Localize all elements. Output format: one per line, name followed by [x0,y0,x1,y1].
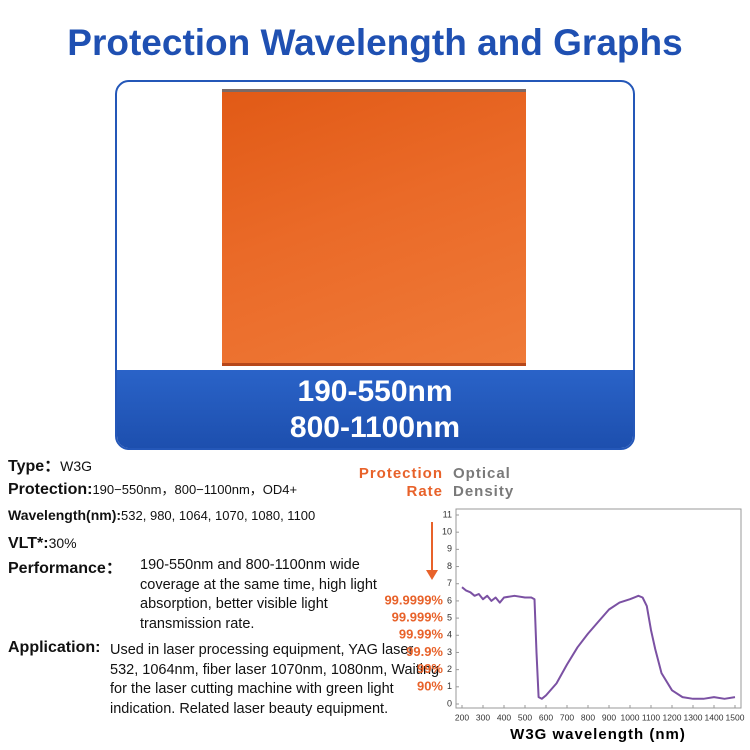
spec-label: Performance： [8,560,122,577]
x-tick-label: 1500 [726,712,745,722]
spec-label: Application: [8,639,101,656]
y-tick-label: 2 [447,664,452,674]
spec-value: 532, 980, 1064, 1070, 1080, 1100 [121,508,316,523]
y2-tick-label: 90% [417,678,443,693]
x-tick-label: 1200 [663,712,682,722]
spec-value: 30% [48,535,77,551]
y2-tick-label: 99.9% [406,644,443,659]
x-tick-label: 400 [497,712,511,722]
range-text: 800-1100nm [289,411,461,444]
y-tick-label: 1 [447,681,452,691]
x-axis-title: W3G wavelength (nm) [510,726,686,743]
spec-label-row: Performance： [8,554,122,578]
x-tick-label: 1000 [621,712,640,722]
product-panel: 190-550nm 800-1100nm [115,80,635,450]
arrow-head [426,570,438,580]
x-tick-label: 700 [560,712,574,722]
y-tick-label: 9 [447,544,452,554]
y-tick-label: 4 [447,630,452,640]
range-band: 190-550nm 800-1100nm [117,370,633,448]
spec-value: 190−550nm，800−1100nm，OD4+ [92,482,298,497]
spec-row: Protection:190−550nm，800−1100nm，OD4+ [8,479,297,499]
y2-tick-label: 99% [417,661,443,676]
spec-value: Used in laser processing equipment, YAG … [110,642,440,717]
y-tick-label: 8 [447,561,452,571]
spec-label: VLT*: [8,535,49,552]
y-axis-title: Optical Density [453,465,515,500]
x-tick-label: 1400 [705,712,724,722]
y-tick-label: 3 [447,647,452,657]
data-line [461,586,736,700]
x-tick-label: 1100 [642,712,661,722]
spec-label: Protection: [8,481,93,498]
y-tick-label: 11 [443,509,452,519]
x-tick-label: 800 [581,712,595,722]
x-tick-label: 300 [476,712,490,722]
spec-row: Type：W3G [8,452,92,476]
y2-tick-label: 99.9999% [384,592,443,607]
y2-tick-label: 99.99% [399,627,444,642]
spec-row: Wavelength(nm):532, 980, 1064, 1070, 108… [8,507,315,525]
product-image [222,89,526,366]
spec-row: VLT*:30% [8,535,77,553]
spec-value: 190-550nm and 800-1100nm wide coverage a… [140,557,377,632]
y-tick-label: 5 [447,612,452,622]
y-tick-label: 10 [442,527,452,537]
y2-tick-label: 99.999% [392,610,444,625]
x-tick-label: 1300 [684,712,703,722]
range-text: 190-550nm [297,375,453,408]
y-tick-label: 0 [447,698,452,708]
spec-label: Type： [8,458,61,475]
plot-frame [455,508,742,709]
y-tick-label: 6 [447,595,452,605]
x-tick-label: 500 [518,712,532,722]
y-tick-label: 7 [447,578,452,588]
y2-axis-title: Protection Rate [358,465,443,500]
spec-value: W3G [60,458,93,474]
spec-label: Wavelength(nm): [8,507,122,523]
spec-label-row: Application: [8,639,100,657]
x-tick-label: 600 [539,712,553,722]
x-tick-label: 900 [602,712,616,722]
page-title: Protection Wavelength and Graphs [67,22,683,63]
x-tick-label: 200 [455,712,469,722]
